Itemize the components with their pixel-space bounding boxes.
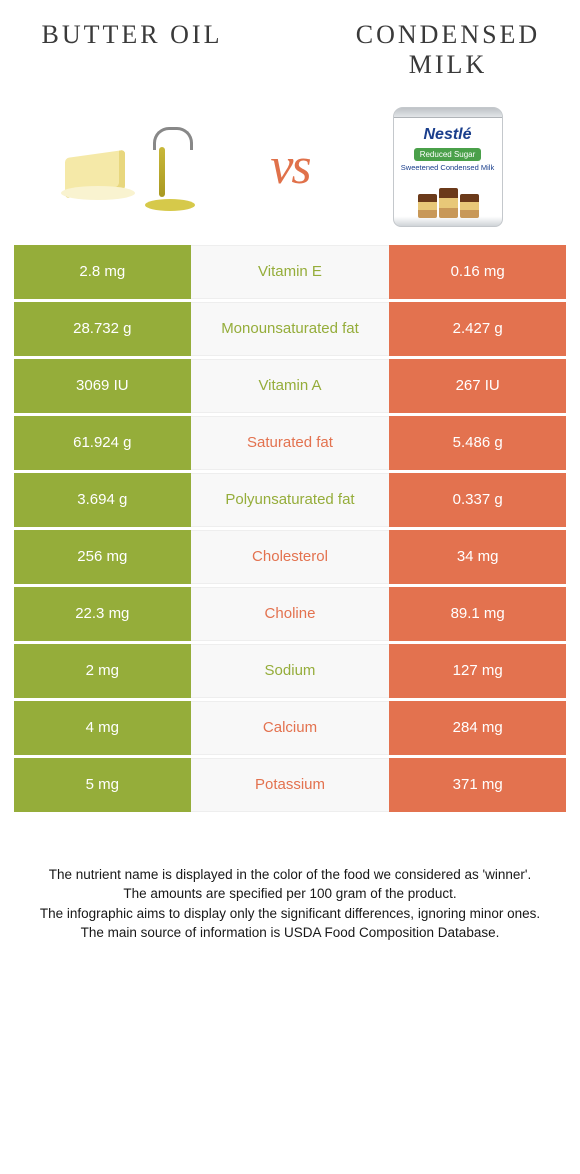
right-title: CONDENSED MILK — [330, 20, 566, 80]
comparison-table: 2.8 mgVitamin E0.16 mg28.732 gMonounsatu… — [14, 242, 566, 815]
nutrient-name: Vitamin A — [191, 359, 390, 413]
right-value: 0.337 g — [389, 473, 566, 527]
table-row: 3.694 gPolyunsaturated fat0.337 g — [14, 473, 566, 527]
footer-line: The nutrient name is displayed in the co… — [22, 865, 558, 885]
footer-line: The infographic aims to display only the… — [22, 904, 558, 924]
infographic-container: BUTTER OIL CONDENSED MILK vs Nestlé Redu… — [0, 0, 580, 973]
table-row: 4 mgCalcium284 mg — [14, 701, 566, 755]
right-value: 2.427 g — [389, 302, 566, 356]
can-brand: Nestlé — [400, 126, 496, 144]
right-value: 127 mg — [389, 644, 566, 698]
vs-label: vs — [245, 137, 335, 196]
left-value: 256 mg — [14, 530, 191, 584]
left-value: 22.3 mg — [14, 587, 191, 641]
nutrient-name: Saturated fat — [191, 416, 390, 470]
nutrient-name: Monounsaturated fat — [191, 302, 390, 356]
nutrient-name: Calcium — [191, 701, 390, 755]
nutrient-name: Vitamin E — [191, 245, 390, 299]
can-badge: Reduced Sugar — [414, 148, 482, 161]
left-title: BUTTER OIL — [14, 20, 250, 50]
table-row: 256 mgCholesterol34 mg — [14, 530, 566, 584]
nutrient-name: Potassium — [191, 758, 390, 812]
nutrient-name: Cholesterol — [191, 530, 390, 584]
right-value: 371 mg — [389, 758, 566, 812]
table-row: 22.3 mgCholine89.1 mg — [14, 587, 566, 641]
table-row: 2.8 mgVitamin E0.16 mg — [14, 245, 566, 299]
table-row: 3069 IUVitamin A267 IU — [14, 359, 566, 413]
condensed-milk-can-icon: Nestlé Reduced Sugar Sweetened Condensed… — [393, 107, 503, 227]
footer-line: The main source of information is USDA F… — [22, 923, 558, 943]
left-value: 28.732 g — [14, 302, 191, 356]
nutrient-name: Choline — [191, 587, 390, 641]
left-value: 61.924 g — [14, 416, 191, 470]
right-value: 284 mg — [389, 701, 566, 755]
left-image — [20, 102, 245, 232]
table-row: 2 mgSodium127 mg — [14, 644, 566, 698]
can-desc: Sweetened Condensed Milk — [400, 164, 496, 172]
left-value: 2 mg — [14, 644, 191, 698]
footer-line: The amounts are specified per 100 gram o… — [22, 884, 558, 904]
left-value: 2.8 mg — [14, 245, 191, 299]
table-row: 5 mgPotassium371 mg — [14, 758, 566, 812]
right-value: 0.16 mg — [389, 245, 566, 299]
right-value: 34 mg — [389, 530, 566, 584]
nutrient-name: Polyunsaturated fat — [191, 473, 390, 527]
right-value: 267 IU — [389, 359, 566, 413]
nutrient-name: Sodium — [191, 644, 390, 698]
table-row: 28.732 gMonounsaturated fat2.427 g — [14, 302, 566, 356]
title-row: BUTTER OIL CONDENSED MILK — [14, 20, 566, 80]
right-value: 5.486 g — [389, 416, 566, 470]
butter-icon — [65, 139, 135, 194]
footer-notes: The nutrient name is displayed in the co… — [14, 865, 566, 943]
right-value: 89.1 mg — [389, 587, 566, 641]
left-value: 3.694 g — [14, 473, 191, 527]
left-value: 3069 IU — [14, 359, 191, 413]
left-value: 5 mg — [14, 758, 191, 812]
images-row: vs Nestlé Reduced Sugar Sweetened Conden… — [14, 102, 566, 232]
left-value: 4 mg — [14, 701, 191, 755]
right-image: Nestlé Reduced Sugar Sweetened Condensed… — [335, 102, 560, 232]
table-row: 61.924 gSaturated fat5.486 g — [14, 416, 566, 470]
oil-icon — [141, 127, 201, 207]
